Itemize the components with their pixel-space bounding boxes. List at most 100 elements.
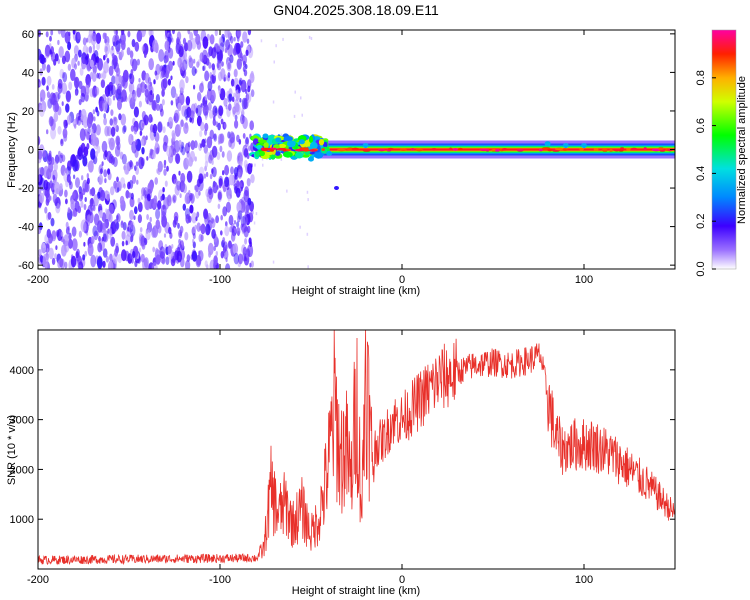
noise-blob [121,30,125,36]
noise-blob [38,167,43,177]
snr-x-label: Height of straight line (km) [292,585,420,597]
noise-blob [192,238,195,244]
noise-blob [141,147,145,155]
noise-blob [248,237,252,245]
noise-blob [93,213,100,226]
noise-blob [109,234,112,240]
noise-blob [230,78,235,87]
noise-blob [92,65,97,75]
colorbar-tick-label: 0.2 [695,214,707,229]
noise-blob [127,226,130,232]
band-start-blob [318,139,325,146]
noise-blob [189,192,193,201]
band-start-blob [259,150,265,157]
noise-blob [97,191,101,199]
noise-blob [86,173,90,179]
noise-blob [223,122,227,129]
noise-blob [74,123,77,129]
noise-blob [132,90,137,99]
noise-blob [116,46,120,55]
noise-blob [166,145,172,157]
noise-blob [67,63,72,71]
noise-blob [129,209,134,221]
noise-blob [192,233,196,240]
noise-blob [192,241,196,249]
noise-blob [181,60,187,71]
noise-blob [131,174,137,184]
band-hotspot [658,147,664,150]
noise-blob [176,31,182,41]
noise-blob [54,181,60,195]
noise-blob [90,133,97,146]
noise-blob [64,168,68,174]
noise-blob [51,257,56,265]
band-start-blob [309,141,318,150]
noise-blob [54,154,60,164]
noise-blob [242,31,248,43]
noise-blob [188,55,192,63]
noise-blob [230,132,235,143]
noise-blob [50,30,54,36]
noise-blob [178,238,182,245]
band-hotspot [377,148,386,152]
noise-blob [73,45,79,56]
colorbar-tick-label: 0.4 [695,166,707,181]
noise-blob [141,187,146,197]
noise-blob [186,170,193,183]
noise-blob [158,49,165,62]
noise-blob [100,79,106,89]
noise-blob [111,75,116,85]
noise-blob [42,253,49,267]
noise-blob [106,126,112,137]
noise-blob [131,58,138,72]
noise-blob [213,133,217,141]
noise-blob [66,114,72,125]
noise-blob [112,95,116,101]
band-hotspot [448,147,453,151]
band-hotspot [538,148,543,152]
noise-blob [206,190,213,204]
noise-blob [134,260,138,268]
noise-blob [189,31,194,41]
noise-blob [147,77,152,84]
noise-blob [103,233,107,242]
noise-blob [49,49,52,55]
noise-blob [136,87,142,98]
band-flare [562,143,569,149]
noise-blob [137,201,143,213]
noise-blob [47,211,52,220]
noise-blob [39,177,46,191]
noise-blob [78,115,81,121]
noise-blob [46,85,49,91]
noise-blob [57,125,62,135]
noise-blob [224,176,230,188]
noise-blob [175,153,181,165]
noise-blob [46,91,51,99]
colorbar-frame [711,29,737,270]
noise-blob [173,112,179,124]
noise-blob [172,60,175,66]
noise-blob [125,240,128,246]
noise-blob [86,46,90,53]
band-hotspot [282,148,287,152]
noise-blob [54,102,59,112]
noise-blob [242,246,247,256]
noise-blob [143,187,149,199]
band-hotspot [630,147,638,151]
noise-blob [215,251,218,256]
noise-blob [93,116,96,122]
noise-blob [129,50,134,59]
noise-blob [46,129,49,135]
noise-blob [187,30,191,35]
noise-blob [117,98,121,107]
noise-blob [89,59,94,68]
noise-blob [161,89,165,97]
noise-blob [184,108,189,119]
noise-blob [185,76,189,84]
noise-blob [202,65,205,71]
noise-blob [234,119,239,129]
noise-blob [194,30,197,34]
noise-speck [260,39,263,43]
noise-blob [77,60,80,66]
